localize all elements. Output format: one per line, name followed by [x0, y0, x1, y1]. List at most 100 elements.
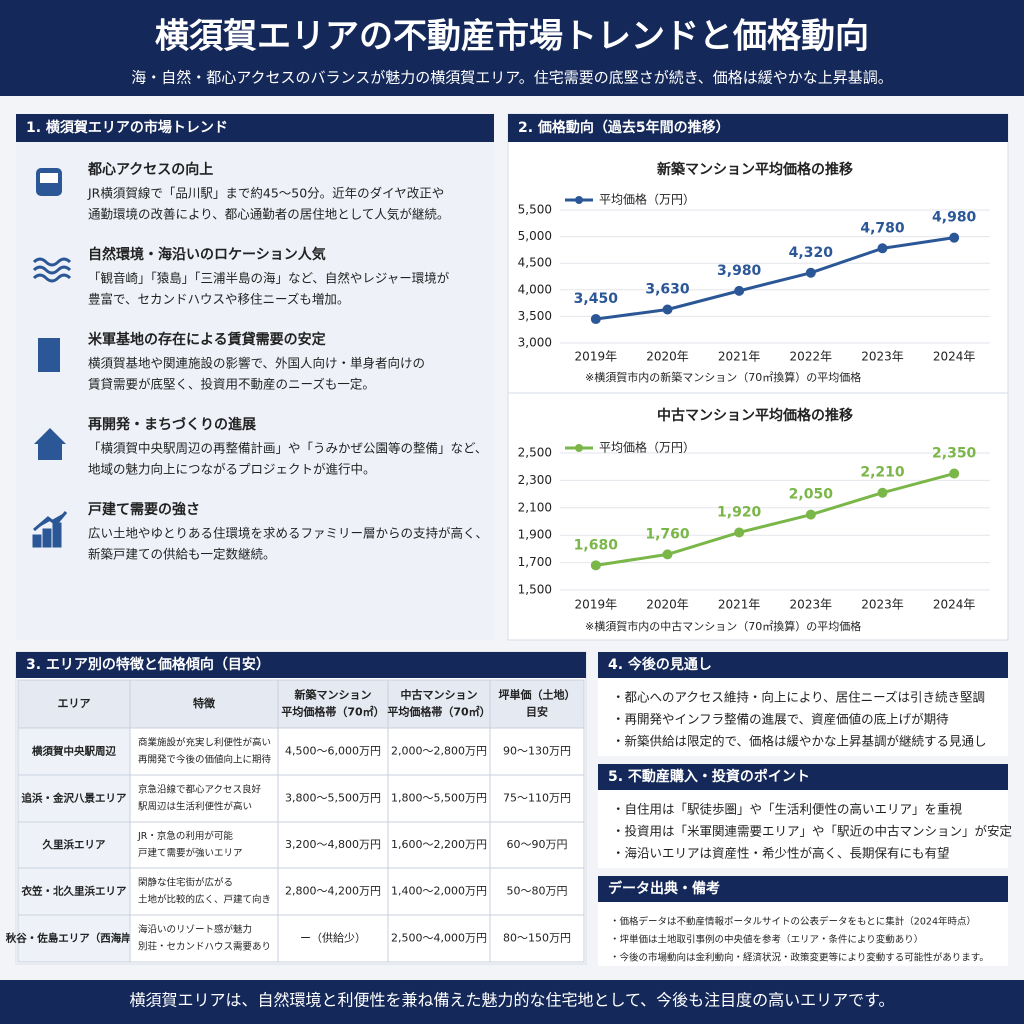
data-label: 4,980	[932, 210, 977, 226]
table-cell	[387, 821, 491, 869]
house-icon	[34, 428, 66, 460]
section-header	[16, 114, 494, 142]
item-text: JR横須賀線で「品川駅」まで約45～50分。近年のダイヤ改正や	[87, 186, 444, 201]
table-header: 目安	[526, 705, 548, 719]
item-title: 米軍基地の存在による賃貸需要の安定	[88, 331, 326, 348]
item-text: 横須賀基地や関連施設の影響で、外国人向け・単身者向けの	[88, 356, 425, 371]
section-title: 5. 不動産購入・投資のポイント	[608, 768, 810, 785]
y-tick-label: 2,500	[518, 446, 552, 460]
table-text: 60～90万円	[507, 838, 568, 851]
table-header: 平均価格帯（70㎡）	[387, 705, 490, 719]
x-tick-label: 2020年	[646, 350, 689, 364]
table-cell	[129, 821, 279, 869]
table-text: 土地が比較的広く、戸建て向き	[138, 894, 271, 906]
table-text: 閑静な住宅街が広がる	[138, 877, 233, 889]
section-title: 1. 横須賀エリアの市場トレンド	[26, 119, 228, 136]
bullet: ・海沿いエリアは資産性・希少性が高く、長期保有にも有望	[612, 846, 950, 861]
x-tick-label: 2023年	[861, 598, 904, 612]
bullet: ・新築供給は限定的で、価格は緩やかな上昇基調が継続する見通し	[612, 734, 987, 749]
y-tick-label: 1,700	[518, 555, 552, 569]
x-tick-label: 2019年	[575, 598, 618, 612]
bullet: ・坪単価は土地取引事例の中央値を参考（エリア・条件により変動あり）	[610, 934, 923, 946]
item-text: 賃貸需要が底堅く、投資用不動産のニーズも一定。	[88, 377, 375, 392]
table-text: 2,000～2,800万円	[391, 745, 487, 758]
y-tick-label: 2,100	[518, 500, 552, 514]
table-cell	[277, 727, 389, 776]
legend-label: 平均価格（万円）	[599, 440, 695, 455]
panel	[16, 114, 494, 640]
point	[805, 509, 816, 520]
footer-text: 横須賀エリアは、自然環境と利便性を兼ね備えた魅力的な住宅地として、今後も注目度の…	[129, 991, 894, 1010]
table-text: 3,200～4,800万円	[285, 838, 381, 851]
table-cell	[129, 774, 279, 823]
table-header: 平均価格帯（70㎡）	[281, 705, 384, 719]
table-cell	[129, 914, 279, 963]
panel	[507, 113, 1009, 641]
table-cell	[277, 679, 389, 729]
item-title: 自然環境・海沿いのロケーション人気	[88, 246, 326, 263]
y-tick-label: 3,000	[518, 336, 552, 350]
footer-bar	[0, 980, 1024, 1024]
x-tick-label: 2023年	[861, 350, 904, 364]
table-text: 秋谷・佐島エリア（西海岸）	[6, 932, 143, 945]
header-bar	[0, 0, 1024, 96]
section-header	[598, 764, 1008, 790]
point	[949, 232, 960, 243]
section-title: データ出典・備考	[608, 880, 720, 897]
table-text: 1,400～2,000万円	[391, 885, 487, 898]
y-tick-label: 3,500	[518, 309, 552, 323]
line	[595, 472, 955, 567]
chart-note: ※横須賀市内の新築マンション（70㎡換算）の平均価格	[585, 370, 861, 384]
data-label: 1,760	[645, 526, 690, 542]
table-text: 追浜・金沢八景エリア	[22, 792, 127, 805]
table-text: 別荘・セカンドハウス需要あり	[138, 942, 271, 953]
table-text: 久里浜エリア	[42, 838, 106, 851]
line	[595, 236, 955, 321]
data-label: 3,450	[574, 291, 619, 307]
x-tick-label: 2022年	[790, 350, 833, 364]
bullet: ・自住用は「駅徒歩圏」や「生活利便性の高いエリア」を重視	[612, 802, 963, 817]
table-text: 90～130万円	[503, 745, 571, 758]
section-header	[598, 652, 1008, 678]
data-label: 4,320	[789, 245, 834, 261]
section-title: 2. 価格動向（過去5年間の推移）	[518, 119, 730, 136]
table-cell	[17, 727, 131, 776]
table-cell	[489, 867, 585, 916]
building-icon	[38, 338, 60, 372]
point	[805, 267, 816, 278]
point	[590, 314, 601, 325]
table-text: 再開発で今後の価値向上に期待	[138, 754, 272, 766]
table-cell	[489, 774, 585, 823]
point	[662, 304, 673, 315]
table-text: 海沿いのリゾート感が魅力	[138, 924, 252, 936]
table-cell	[387, 867, 491, 916]
table-text: ー（供給少）	[300, 931, 366, 945]
x-tick-label: 2021年	[718, 598, 761, 612]
x-tick-label: 2019年	[575, 350, 618, 364]
table-text: 戸建て需要が強いエリア	[138, 847, 243, 859]
y-tick-label: 4,500	[518, 256, 552, 270]
data-label: 2,210	[860, 465, 905, 481]
y-tick-label: 1,900	[518, 528, 552, 542]
point	[949, 468, 960, 479]
table-header: 中古マンション	[401, 688, 478, 702]
table-text: 4,500～6,000万円	[285, 745, 381, 758]
table-header: エリア	[58, 697, 91, 710]
data-label: 2,350	[932, 446, 977, 462]
title: 横須賀エリアの不動産市場トレンドと価格動向	[155, 17, 869, 57]
data-label: 2,050	[789, 487, 834, 503]
table-cell	[387, 914, 491, 963]
y-tick-label: 1,500	[518, 583, 552, 597]
train-window	[40, 173, 58, 183]
item-title: 都心アクセスの向上	[87, 161, 213, 178]
table-text: JR・京急の利用が可能	[137, 830, 233, 842]
table-cell	[17, 914, 131, 963]
item-text: 「観音崎」「猿島」「三浦半島の海」など、自然やレジャー環境が	[88, 271, 450, 286]
section-title: 3. エリア別の特徴と価格傾向（目安）	[26, 656, 270, 673]
table-text: 京急沿線で都心アクセス良好	[138, 784, 262, 796]
table-text: 75～110万円	[503, 792, 571, 805]
x-tick-label: 2023年	[790, 598, 833, 612]
legend-label: 平均価格（万円）	[599, 192, 695, 207]
section-header	[598, 876, 1008, 902]
